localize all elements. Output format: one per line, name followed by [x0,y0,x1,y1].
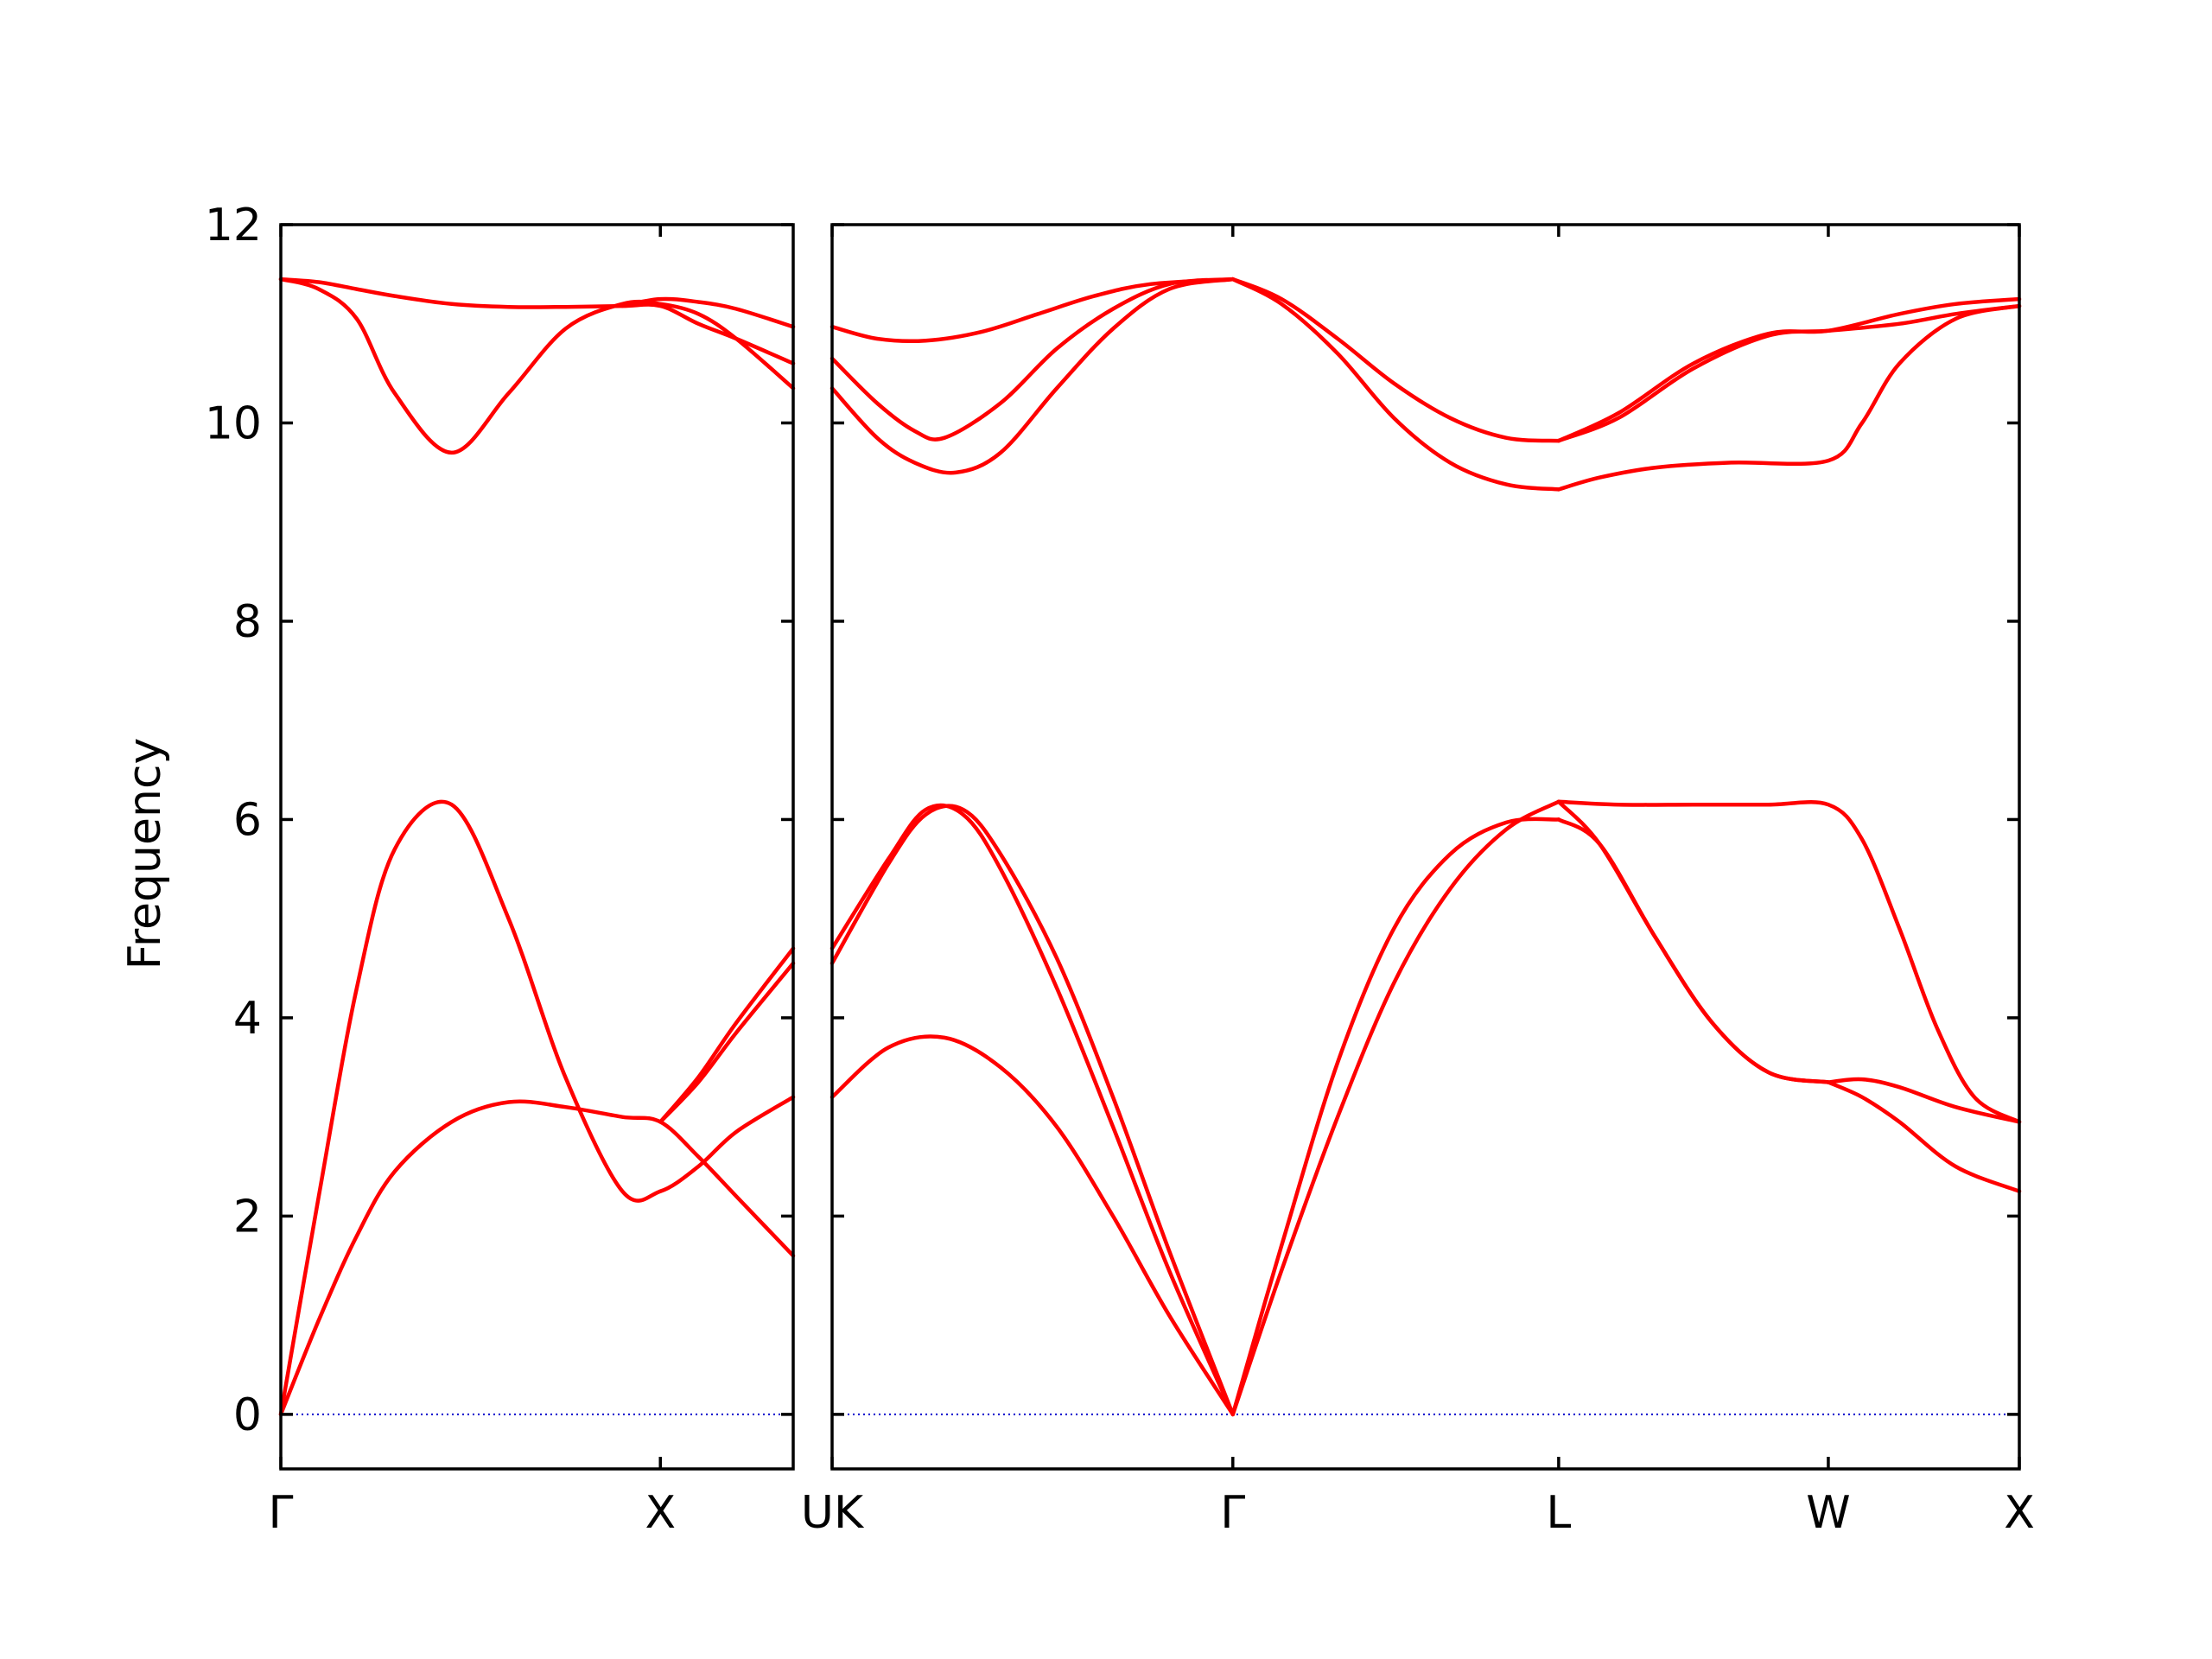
band-line-panel2-3 [830,803,1236,1417]
y-tick-label: 2 [233,1191,262,1243]
band-line-panel2-15 [1230,276,1561,492]
y-axis-label: Frequency [119,738,171,970]
band-line-panel2-12 [830,276,1236,442]
text-layer: Γ X UK Γ L W X 0 2 4 6 8 10 12 [205,200,2035,1539]
axes-frame-panel-1 [279,223,795,1471]
axes-frame-panel-2 [830,223,2021,1471]
y-tick-label: 0 [233,1389,262,1441]
band-line-panel2-7 [1556,817,1831,1084]
band-line-panel2-10 [1826,1080,2022,1193]
band-line-panel2-9 [1826,1077,2022,1124]
plot-layer [278,276,2022,1417]
band-line-panel1-5 [278,276,796,455]
x-tick-label: L [1546,1487,1571,1539]
x-tick-label: UK [801,1487,865,1539]
band-line-panel2-2 [830,804,1236,1417]
x-tick-label: X [2004,1487,2035,1539]
band-line-panel2-13 [830,276,1236,475]
x-tick-label: W [1806,1487,1850,1539]
band-line-panel2-17 [1556,296,2022,443]
y-tick-label: 10 [205,397,262,449]
band-line-panel2-18 [1556,303,2022,492]
band-line-panel2-8 [1556,799,2022,1124]
x-tick-label: X [645,1487,676,1539]
y-tick-label: 6 [233,794,262,846]
band-line-panel2-1 [830,1034,1236,1417]
axes-layer [279,223,2021,1471]
band-line-panel2-11 [830,276,1236,344]
band-line-panel2-4 [1230,817,1561,1417]
y-tick-label: 4 [233,993,262,1045]
band-line-panel1-6 [278,276,796,365]
band-line-panel1-4 [658,961,796,1124]
x-tick-label: Γ [269,1487,294,1539]
y-tick-label: 8 [233,596,262,648]
y-tick-label: 12 [205,200,262,251]
x-tick-label: Γ [1220,1487,1245,1539]
band-line-panel1-7 [620,296,796,329]
band-line-panel2-14 [1230,276,1561,443]
band-line-panel2-5 [1230,799,1561,1417]
band-line-panel1-2 [278,799,796,1417]
band-line-panel1-1 [278,1099,796,1417]
